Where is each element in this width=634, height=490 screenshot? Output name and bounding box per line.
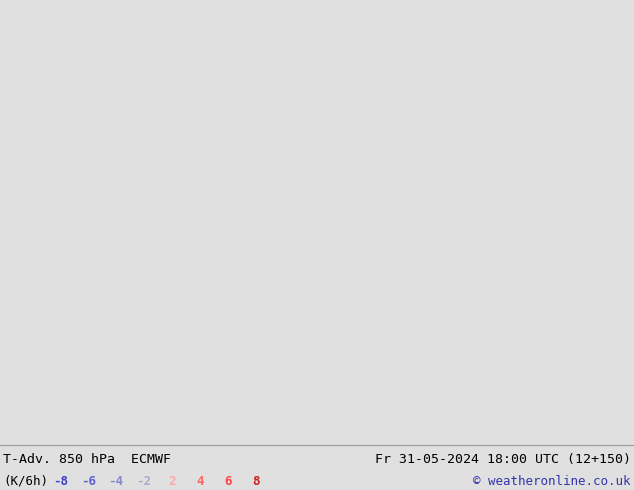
Text: 6: 6 [224, 475, 231, 488]
Text: Fr 31-05-2024 18:00 UTC (12+150): Fr 31-05-2024 18:00 UTC (12+150) [375, 453, 631, 466]
Text: 2: 2 [168, 475, 176, 488]
Text: 8: 8 [252, 475, 259, 488]
Text: -6: -6 [81, 475, 96, 488]
Text: © weatheronline.co.uk: © weatheronline.co.uk [474, 475, 631, 488]
Text: T-Adv. 850 hPa  ECMWF: T-Adv. 850 hPa ECMWF [3, 453, 171, 466]
Text: 4: 4 [196, 475, 204, 488]
Text: -2: -2 [136, 475, 152, 488]
Text: -4: -4 [108, 475, 124, 488]
Text: (K/6h): (K/6h) [3, 475, 48, 488]
Text: -8: -8 [53, 475, 68, 488]
